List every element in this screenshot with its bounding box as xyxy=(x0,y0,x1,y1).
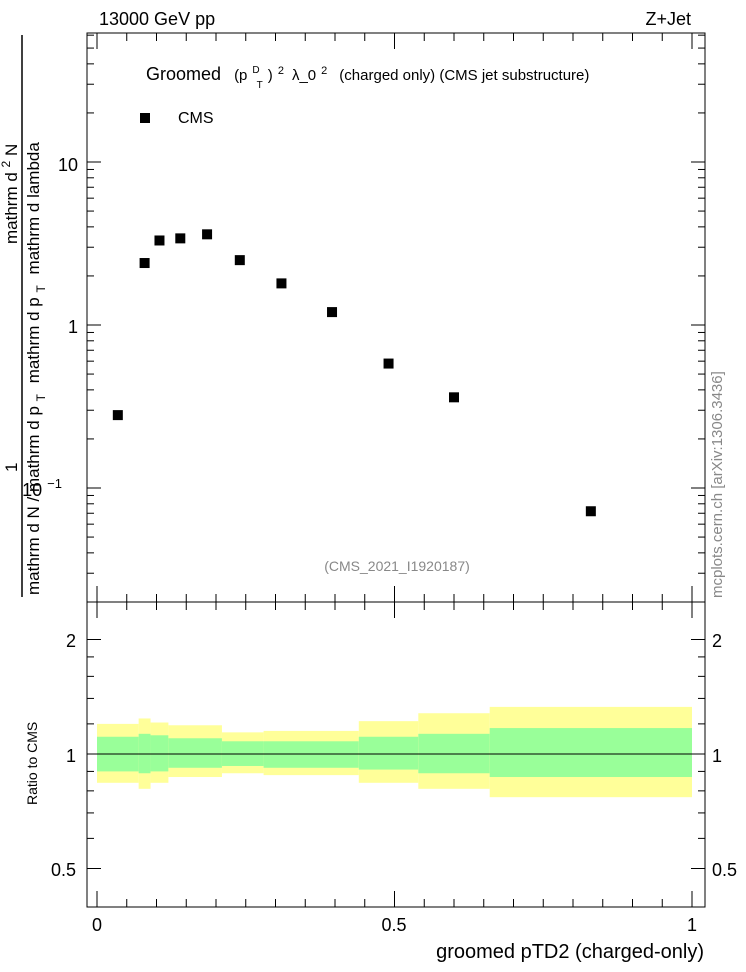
ytick-label-1: 1 xyxy=(68,317,78,337)
y-label-num-b-sub: T xyxy=(34,393,48,401)
y-axis-label: 1 mathrm d N / mathrm d p T mathrm d p T… xyxy=(0,35,49,597)
ratio-tick-0.5-left: 0.5 xyxy=(51,860,76,880)
data-point xyxy=(112,410,123,421)
y-label-den-a-rest: N xyxy=(2,144,21,156)
title-obs-lambda-exp: 2 xyxy=(321,65,327,77)
ratio-band-inner xyxy=(489,728,692,778)
data-point xyxy=(449,392,459,403)
analysis-watermark: (CMS_2021_I1920187) xyxy=(324,558,470,574)
chart-title: Groomed (p D T ) 2 λ_0 2 (charged only) … xyxy=(146,57,589,92)
xtick-label-0: 0 xyxy=(92,915,102,935)
y-label-num-a: 1 xyxy=(2,463,21,472)
data-point xyxy=(276,278,287,289)
y-label-top-part: mathrm d 2 N xyxy=(0,144,21,244)
y-label-den-a-sup: 2 xyxy=(0,160,13,167)
y-label-den-a: mathrm d xyxy=(2,172,21,244)
y-label-den-b-rest: mathrm d lambda xyxy=(24,142,43,275)
ytick-label-0.1-base: 10 xyxy=(22,480,42,500)
ytick-label-0.1: 10 −1 xyxy=(22,476,62,500)
ratio-tick-1-left: 1 xyxy=(66,746,76,766)
ratio-y-label: Ratio to CMS xyxy=(24,722,40,805)
title-obs-lambda: λ_0 xyxy=(292,67,316,84)
title-suffix: (charged only) (CMS jet substructure) xyxy=(339,67,589,84)
ratio-band-inner xyxy=(150,735,169,772)
ratio-tick-2-left: 2 xyxy=(66,631,76,651)
xtick-label-1: 1 xyxy=(687,915,697,935)
title-obs-sub: T xyxy=(257,80,263,91)
data-point xyxy=(585,506,596,517)
data-point xyxy=(202,229,213,240)
data-points xyxy=(112,229,596,517)
data-point xyxy=(383,358,394,369)
ratio-band-inner xyxy=(168,738,222,768)
data-point xyxy=(139,258,150,269)
data-point xyxy=(327,307,338,318)
title-obs-sup: D xyxy=(252,65,259,76)
y-label-den-b-sub: T xyxy=(34,285,48,293)
ratio-tick-2-right: 2 xyxy=(712,631,722,651)
side-label: mcplots.cern.ch [arXiv:1306.3436] xyxy=(709,371,726,598)
ratio-tick-0.5-right: 0.5 xyxy=(712,860,737,880)
legend-label: CMS xyxy=(178,110,214,127)
ratio-band-inner xyxy=(263,741,359,768)
header-energy: 13000 GeV pp xyxy=(99,9,215,29)
ytick-label-0.1-exp: −1 xyxy=(47,476,62,491)
title-obs-exp: 2 xyxy=(278,65,284,77)
header-process: Z+Jet xyxy=(645,9,691,29)
xtick-label-0.5: 0.5 xyxy=(381,915,406,935)
title-obs-close: ) xyxy=(268,67,273,84)
data-point xyxy=(234,255,245,266)
axis-ticks xyxy=(87,33,705,907)
data-point xyxy=(154,235,165,246)
ytick-label-10: 10 xyxy=(58,155,78,175)
title-obs-p: (p xyxy=(234,67,247,84)
y-label-num-b: mathrm d N / mathrm d p xyxy=(24,406,43,595)
ratio-bands xyxy=(97,706,692,798)
ratio-tick-1-right: 1 xyxy=(712,746,722,766)
x-axis-label: groomed pTD2 (charged-only) xyxy=(436,941,704,963)
data-point xyxy=(175,233,186,244)
title-prefix: Groomed xyxy=(146,64,221,84)
y-label-numerator: 1 xyxy=(2,463,21,472)
legend-marker xyxy=(140,113,150,123)
ratio-band-inner xyxy=(358,736,419,770)
y-label-denominator: mathrm d N / mathrm d p T mathrm d p T m… xyxy=(24,142,49,595)
y-label-den-b: mathrm d p xyxy=(24,297,43,383)
